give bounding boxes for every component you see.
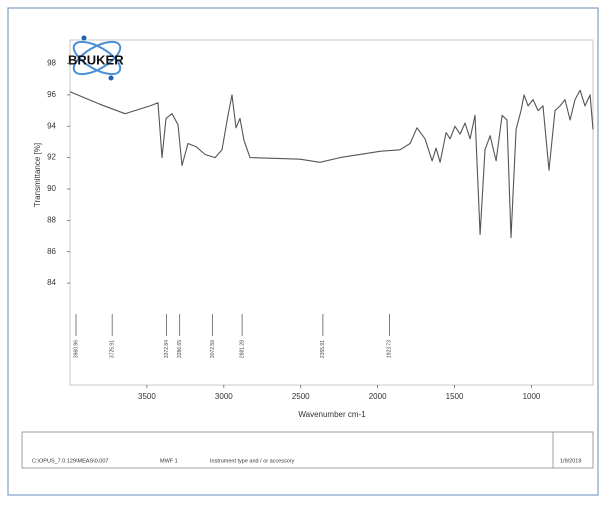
x-tick-label: 2500 <box>292 392 310 401</box>
peak-label: 2881.28 <box>239 340 245 358</box>
peak-label: 3072.59 <box>210 340 216 358</box>
x-axis-label: Wavenumber cm-1 <box>298 410 366 419</box>
x-tick-label: 1500 <box>446 392 464 401</box>
peak-label: 1923.73 <box>387 340 393 358</box>
peak-label: 3725.91 <box>109 340 115 358</box>
plot-frame <box>69 39 594 386</box>
footer: C:\OPUS_7.0.129\MEAS\0.007 MWF 1 Instrum… <box>21 431 594 469</box>
y-tick-label: 84 <box>47 278 56 287</box>
y-tick-label: 96 <box>47 90 56 99</box>
logo-orbit <box>72 40 122 76</box>
logo-dot <box>81 35 87 41</box>
y-tick-label: 88 <box>47 215 56 224</box>
spectrum-line <box>69 89 594 239</box>
footer-box <box>21 431 594 469</box>
logo-dot <box>108 75 114 81</box>
y-tick-label: 98 <box>47 59 56 68</box>
y-tick-label: 86 <box>47 247 56 256</box>
logo: BRUKER <box>68 35 124 81</box>
x-tick-label: 3500 <box>138 392 156 401</box>
logo-orbit <box>72 40 122 76</box>
logo-text: BRUKER <box>68 52 124 67</box>
footer-file: C:\OPUS_7.0.129\MEAS\0.007 <box>32 458 108 464</box>
x-tick-label: 1000 <box>523 392 541 401</box>
y-tick-label: 90 <box>47 184 56 193</box>
peak-label: 3286.65 <box>177 340 183 358</box>
footer-date: 1/9/2019 <box>560 458 581 464</box>
y-axis-label: Transmittance [%] <box>33 143 42 207</box>
x-tick-label: 2000 <box>369 392 387 401</box>
y-tick-label: 94 <box>47 121 56 130</box>
page-border <box>7 7 599 496</box>
y-tick-label: 92 <box>47 153 56 162</box>
peak-label: 3372.84 <box>164 340 170 358</box>
x-tick-label: 3000 <box>215 392 233 401</box>
peak-label: 2355.91 <box>320 340 326 358</box>
peak-label: 3960.96 <box>73 340 79 358</box>
footer-instrument: Instrument type and / or accessory <box>210 458 295 464</box>
footer-operator: MWF 1 <box>160 458 178 464</box>
